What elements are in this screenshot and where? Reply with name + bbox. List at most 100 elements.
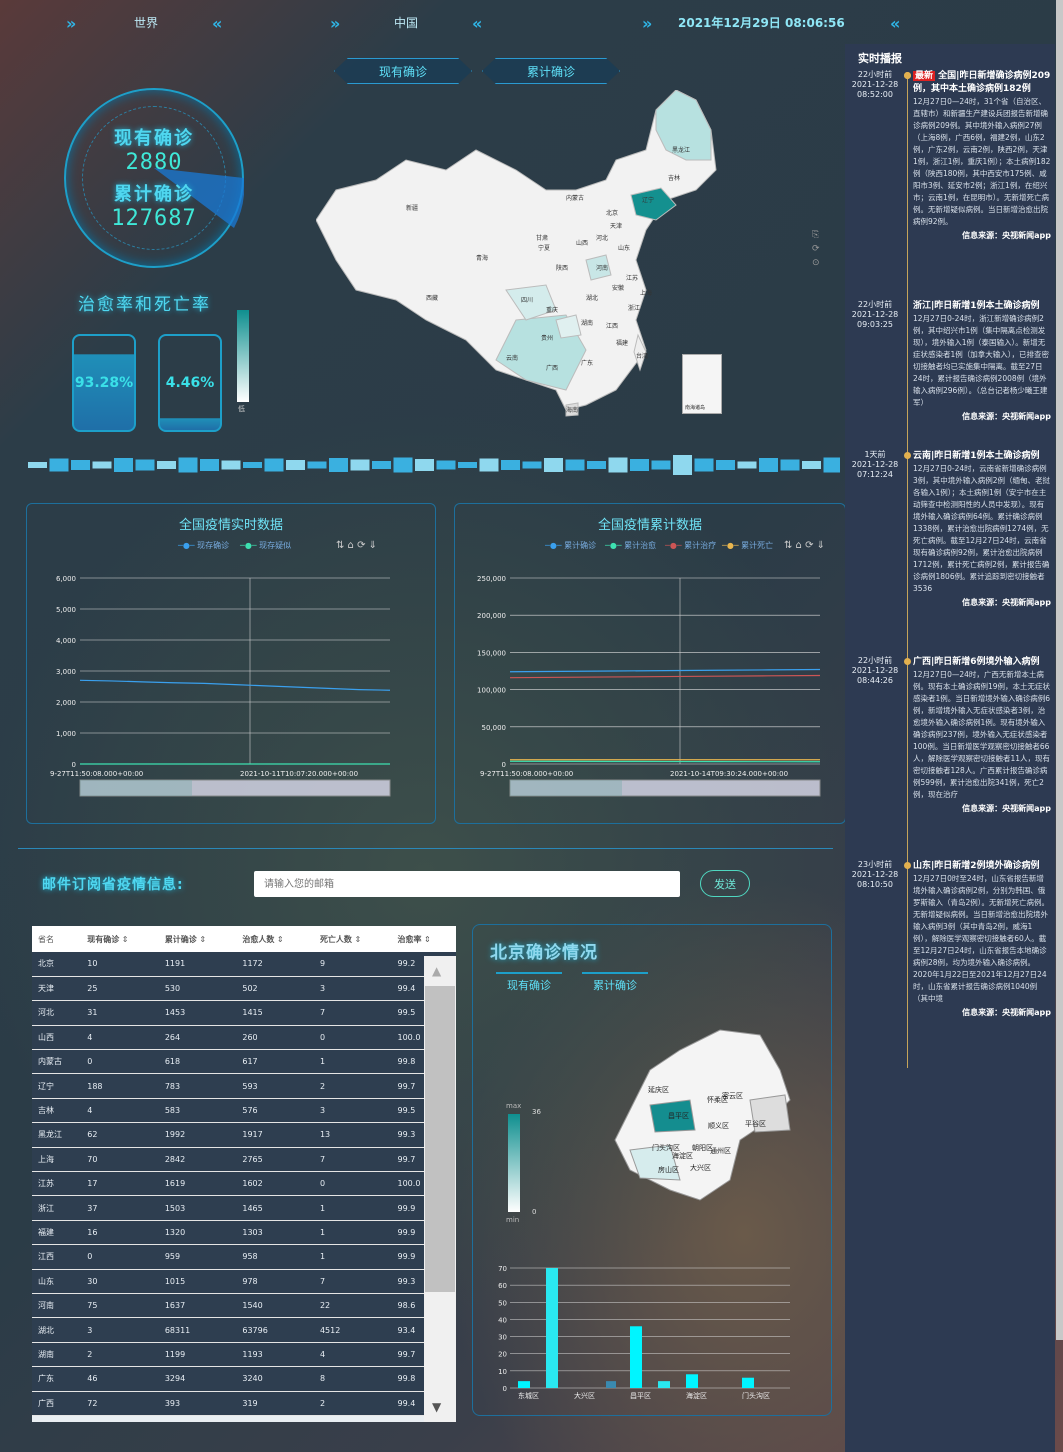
table-row[interactable]: 广西 72 393 319 2 99.4 bbox=[32, 1391, 456, 1416]
scroll-up-icon[interactable]: ▲ bbox=[432, 964, 442, 978]
chevron-left-icon[interactable]: « bbox=[212, 14, 223, 33]
table-row[interactable]: 福建 16 1320 1303 1 99.9 bbox=[32, 1220, 456, 1246]
legend-label: 累计治疗 bbox=[684, 541, 717, 550]
table-cell: 1992 bbox=[158, 1122, 237, 1148]
sort-icon[interactable]: ⇕ bbox=[351, 934, 362, 944]
column-header[interactable]: 治愈率 ⇕ bbox=[391, 926, 456, 952]
header-text: 死亡人数 bbox=[319, 934, 352, 944]
chart1-toolbar[interactable]: ⇅ ⌂ ⟳ ⇓ bbox=[336, 540, 378, 551]
table-row[interactable]: 湖北 3 68311 63796 4512 93.4 bbox=[32, 1317, 456, 1343]
table-cell: 4 bbox=[313, 1342, 392, 1368]
strip-bar bbox=[243, 462, 262, 468]
chart2-legend-3: ─●─ 累计治疗 bbox=[665, 541, 717, 550]
table-row[interactable]: 北京 10 1191 1172 9 99.2 bbox=[32, 952, 456, 977]
district-label: 朝阳区 bbox=[692, 1143, 713, 1152]
table-row[interactable]: 河南 75 1637 1540 22 98.6 bbox=[32, 1293, 456, 1319]
news-text: 12月27日0-24时，云南省新增确诊病例3例，其中境外输入病例2例（缅甸、老挝… bbox=[913, 464, 1051, 593]
strip-bar bbox=[157, 461, 176, 469]
table-row[interactable]: 天津 25 530 502 3 99.4 bbox=[32, 976, 456, 1002]
sort-icon[interactable]: ⇕ bbox=[196, 934, 207, 944]
table-row[interactable]: 湖南 2 1199 1193 4 99.7 bbox=[32, 1342, 456, 1368]
column-header[interactable]: 治愈人数 ⇕ bbox=[236, 926, 314, 952]
sort-icon[interactable]: ⇕ bbox=[421, 934, 431, 944]
table-scrollbar[interactable]: ▲ ▼ bbox=[424, 956, 456, 1422]
table-cell: 393 bbox=[158, 1391, 237, 1416]
chart2-legend-4: ─●─ 累计死亡 bbox=[722, 541, 774, 550]
table-row[interactable]: 山东 30 1015 978 7 99.3 bbox=[32, 1269, 456, 1294]
y-tick-label: 0 bbox=[502, 761, 506, 769]
chevron-right-icon[interactable]: » bbox=[66, 14, 77, 33]
send-button[interactable]: 发送 bbox=[700, 870, 750, 897]
chevron-right-icon[interactable]: » bbox=[330, 14, 341, 33]
news-text: 12月27日0—24时，广西无新增本土病例。现有本土确诊病例19例，本土无症状感… bbox=[913, 670, 1051, 799]
table-row[interactable]: 上海 70 2842 2765 7 99.7 bbox=[32, 1147, 456, 1173]
sort-icon[interactable]: ⇕ bbox=[274, 934, 284, 944]
scroll-thumb[interactable] bbox=[425, 986, 455, 1292]
y-tick-label: 0 bbox=[72, 761, 76, 769]
table-row[interactable]: 黑龙江 62 1992 1917 13 99.3 bbox=[32, 1122, 456, 1148]
table-header: 省名 现有确诊 ⇕ 累计确诊 ⇕ 治愈人数 ⇕ 死亡人数 ⇕ 治愈率 ⇕ bbox=[32, 926, 456, 952]
news-timestamp: 22小时前 2021-12-28 09:03:25 bbox=[845, 300, 905, 330]
sort-icon[interactable]: ⇕ bbox=[119, 934, 129, 944]
y-tick-label: 60 bbox=[498, 1282, 507, 1290]
nav-world[interactable]: 世界 bbox=[134, 16, 159, 30]
column-header[interactable]: 死亡人数 ⇕ bbox=[313, 926, 392, 952]
strip-bar bbox=[264, 458, 284, 472]
province-table[interactable]: 省名 现有确诊 ⇕ 累计确诊 ⇕ 治愈人数 ⇕ 死亡人数 ⇕ 治愈率 ⇕ 北京 10 1191… bbox=[32, 926, 456, 1422]
x-tick-label: 东城区 bbox=[518, 1391, 539, 1400]
column-header[interactable]: 省名 bbox=[32, 926, 82, 952]
news-timestamp: 23小时前 2021-12-28 08:10:50 bbox=[845, 860, 905, 890]
table-row[interactable]: 江西 0 959 958 1 99.9 bbox=[32, 1244, 456, 1270]
table-cell: 1602 bbox=[236, 1171, 314, 1197]
province-label: 甘肃 bbox=[536, 234, 548, 242]
district-label: 延庆区 bbox=[648, 1085, 669, 1094]
tab-current-confirmed[interactable]: 现有确诊 bbox=[334, 58, 472, 84]
realtime-chart[interactable]: 6,000 5,000 4,000 3,000 2,000 1,000 09-27T11:5… bbox=[40, 570, 391, 800]
x-tick-label: 9-27T11:50:08.000+00:00 bbox=[50, 770, 143, 778]
column-header[interactable]: 现有确诊 ⇕ bbox=[81, 926, 159, 952]
chevron-left-icon[interactable]: « bbox=[472, 14, 483, 33]
table-cell: 75 bbox=[81, 1293, 159, 1319]
table-row[interactable]: 广东 46 3294 3240 8 99.8 bbox=[32, 1366, 456, 1392]
chevron-right-icon[interactable]: » bbox=[642, 14, 653, 33]
table-row[interactable]: 吉林 4 583 576 3 99.5 bbox=[32, 1098, 456, 1124]
table-row[interactable]: 河北 31 1453 1415 7 99.5 bbox=[32, 1000, 456, 1026]
table-cell: 264 bbox=[158, 1025, 237, 1051]
column-header[interactable]: 累计确诊 ⇕ bbox=[158, 926, 237, 952]
table-cell: 7 bbox=[313, 1147, 392, 1173]
page-scrollbar-thumb[interactable] bbox=[1056, 0, 1063, 1340]
scroll-down-icon[interactable]: ▼ bbox=[432, 1400, 442, 1414]
beijing-tab-current[interactable]: 现有确诊 bbox=[496, 972, 562, 996]
table-row[interactable]: 浙江 37 1503 1465 1 99.9 bbox=[32, 1195, 456, 1221]
beijing-tab-total[interactable]: 累计确诊 bbox=[582, 972, 648, 996]
strip-bar bbox=[544, 458, 563, 472]
strip-bar bbox=[350, 459, 370, 471]
table-row[interactable]: 内蒙古 0 618 617 1 99.8 bbox=[32, 1049, 456, 1075]
y-tick-label: 2,000 bbox=[56, 699, 76, 707]
beijing-map[interactable]: 延庆区 怀柔区 密云区 昌平区 顺义区 平谷区 门头沟区 海淀区 朝阳区 通州区… bbox=[610, 1020, 795, 1205]
table-row[interactable]: 辽宁 188 783 593 2 99.7 bbox=[32, 1073, 456, 1099]
strip-bar bbox=[802, 461, 821, 469]
cumulative-chart[interactable]: 250,000 200,000 150,000 100,000 50,000 09-27T… bbox=[470, 570, 821, 800]
chevron-left-icon[interactable]: « bbox=[890, 14, 901, 33]
nav-china[interactable]: 中国 bbox=[394, 16, 419, 30]
beijing-bar-chart[interactable]: 70 60 50 40 30 20 10 0 东城区 大兴区 昌平区 海淀区 门头沟区 bbox=[494, 1262, 794, 1402]
map-toolbar[interactable]: ⎘ ⟳ ⊙ bbox=[812, 230, 820, 268]
table-cell: 13 bbox=[313, 1122, 392, 1148]
email-input[interactable] bbox=[254, 871, 680, 897]
tab-total-confirmed[interactable]: 累计确诊 bbox=[482, 58, 620, 84]
news-title: 实时播报 bbox=[858, 52, 902, 65]
bar-secondary bbox=[606, 1381, 616, 1388]
province-label: 上海 bbox=[640, 289, 652, 297]
table-cell: 3240 bbox=[236, 1366, 314, 1392]
table-row[interactable]: 山西 4 264 260 0 100.0 bbox=[32, 1025, 456, 1051]
y-tick-label: 3,000 bbox=[56, 668, 76, 676]
province-label: 黑龙江 bbox=[672, 146, 690, 154]
strip-bar bbox=[329, 458, 348, 472]
table-row[interactable]: 江苏 17 1619 1602 0 100.0 bbox=[32, 1171, 456, 1197]
legend-label: 累计治愈 bbox=[624, 541, 657, 550]
china-map[interactable]: 新疆 西藏 青海 甘肃 内蒙古 黑龙江 吉林 辽宁 北京 天津 河北 山西 宁夏… bbox=[316, 90, 726, 420]
map-legend-gradient bbox=[237, 310, 249, 402]
chart2-toolbar[interactable]: ⇅ ⌂ ⟳ ⇓ bbox=[784, 540, 826, 551]
news-ago: 1天前 bbox=[864, 450, 886, 459]
